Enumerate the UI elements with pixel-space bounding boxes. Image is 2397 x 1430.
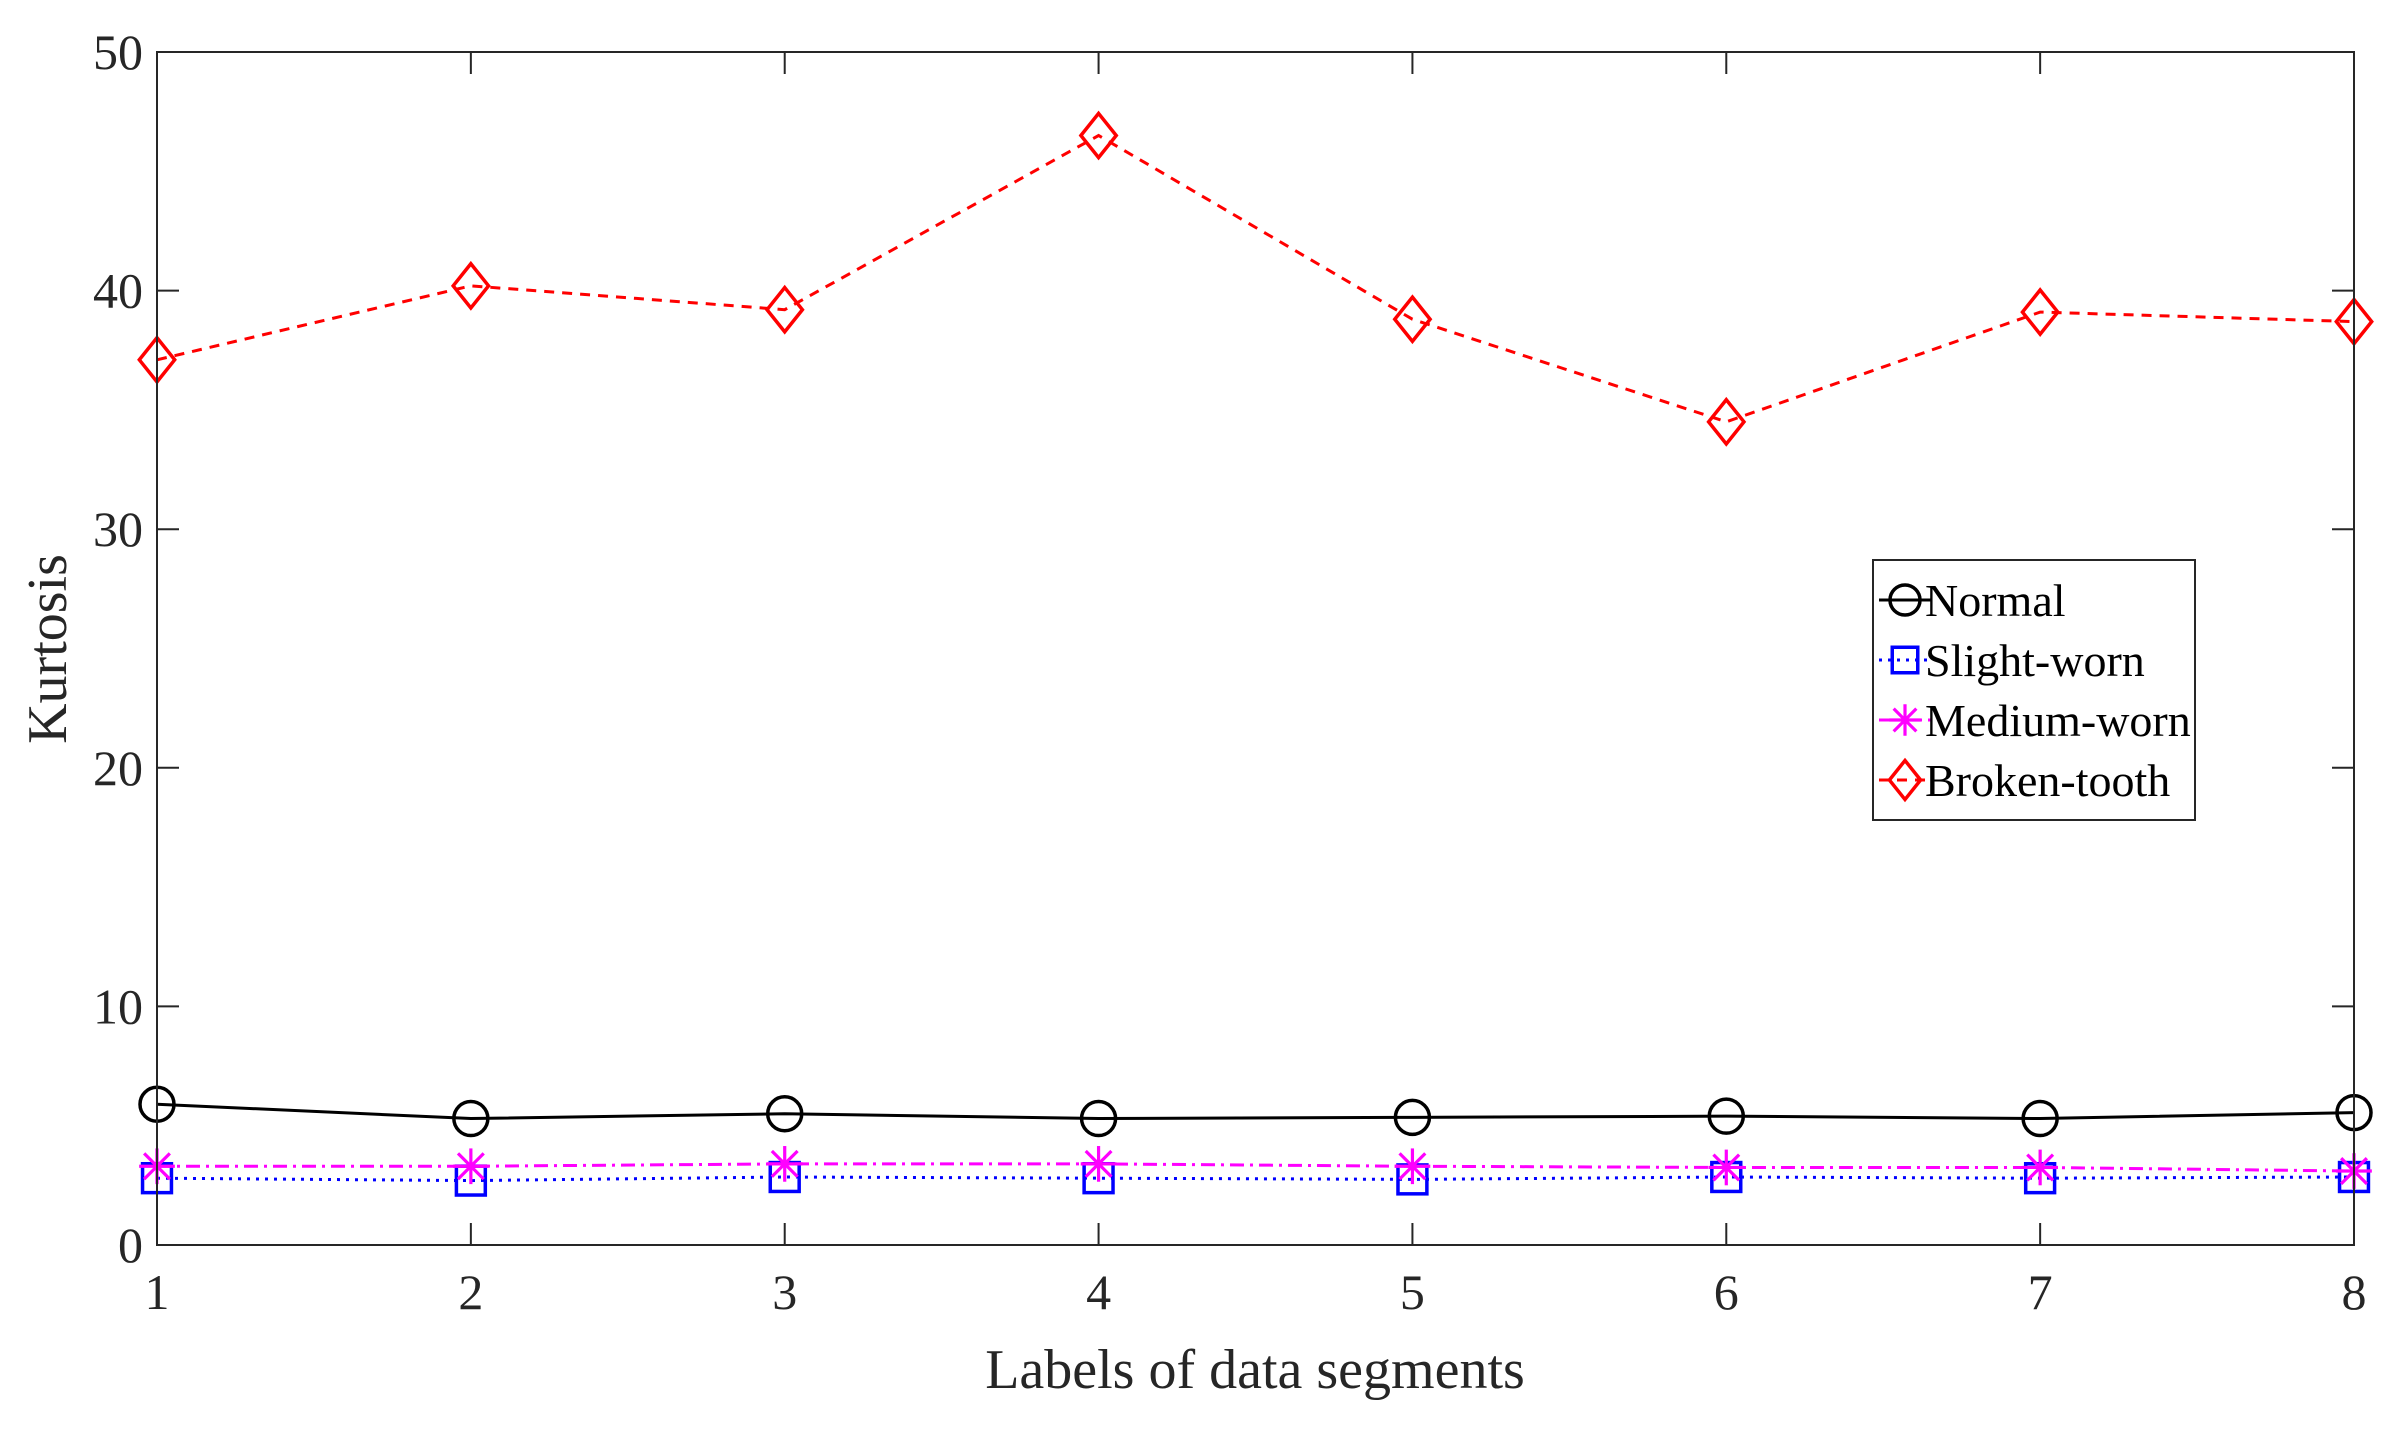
marker-circle (765, 1095, 804, 1133)
x-tick-label: 7 (2028, 1264, 2053, 1320)
marker-diamond (1706, 396, 1747, 447)
legend-label: Normal (1925, 575, 2066, 626)
series-line (156, 1102, 2355, 1121)
series-line (156, 133, 2355, 424)
plot-frame (156, 51, 2355, 1246)
y-tick-label: 30 (93, 501, 143, 557)
marker-asterisk-stroke (1712, 1153, 1741, 1182)
x-tick-label: 6 (1714, 1264, 1739, 1320)
marker-asterisk-stroke (1084, 1149, 1113, 1178)
x-tick-label: 4 (1086, 1264, 1111, 1320)
marker-asterisk (1080, 1146, 1117, 1182)
y-tick-label: 50 (93, 24, 143, 80)
marker-asterisk (1394, 1148, 1431, 1185)
x-axis-label: Labels of data segments (985, 1339, 1525, 1401)
tick-labels: 1 2 3 4 5 6 7 8 0 10 20 30 40 50 (93, 24, 2367, 1320)
marker-diamond (450, 260, 491, 311)
legend-item-normal: Normal (1879, 575, 2066, 626)
legend-item-broken-tooth: Broken-tooth (1879, 755, 2170, 806)
legend: Normal Slight-worn Medium-worn Broken-tooth (1872, 559, 2196, 821)
marker-diamond (1887, 757, 1923, 803)
marker-asterisk (766, 1146, 803, 1182)
marker-asterisk (2022, 1149, 2058, 1186)
legend-box (1872, 559, 2196, 821)
y-tick-label: 0 (118, 1217, 143, 1273)
y-tick-label: 40 (93, 263, 143, 319)
marker-asterisk-stroke (1892, 707, 1918, 733)
marker-circle (1707, 1097, 1746, 1135)
marker-circle (1393, 1098, 1432, 1137)
y-tick-label: 20 (93, 740, 143, 796)
series-layer (137, 110, 2374, 1197)
series-line (156, 1175, 2355, 1183)
marker-asterisk (1708, 1149, 1745, 1186)
x-tick-label: 5 (1400, 1264, 1425, 1320)
series-broken-tooth (137, 110, 2374, 447)
marker-circle (452, 1099, 490, 1138)
marker-square (1890, 645, 1920, 675)
marker-diamond (2020, 287, 2061, 337)
marker-diamond (1078, 110, 1119, 161)
series-line (157, 1162, 2355, 1173)
marker-asterisk (453, 1148, 489, 1185)
marker-asterisk (1889, 704, 1921, 736)
y-axis-label: Kurtosis (17, 554, 79, 744)
x-tick-label: 3 (772, 1264, 797, 1320)
y-tick-label: 10 (93, 978, 143, 1034)
marker-diamond (1392, 294, 1433, 345)
marker-diamond (764, 284, 805, 335)
x-tick-label: 2 (458, 1264, 483, 1320)
marker-asterisk-stroke (770, 1149, 799, 1178)
marker-circle (1888, 583, 1922, 617)
x-tick-label: 1 (145, 1264, 170, 1320)
marker-asterisk-stroke (2026, 1153, 2055, 1182)
x-tick-label: 8 (2342, 1264, 2367, 1320)
legend-label: Medium-worn (1925, 695, 2191, 746)
marker-asterisk-stroke (1398, 1152, 1427, 1181)
legend-item-slight-worn: Slight-worn (1879, 635, 2145, 686)
series-normal (138, 1085, 2373, 1138)
legend-item-medium-worn: Medium-worn (1879, 695, 2191, 746)
marker-circle (2021, 1099, 2059, 1138)
marker-asterisk-stroke (456, 1152, 485, 1181)
marker-circle (1079, 1099, 1118, 1138)
legend-label: Broken-tooth (1925, 755, 2170, 806)
legend-label: Slight-worn (1925, 635, 2145, 686)
